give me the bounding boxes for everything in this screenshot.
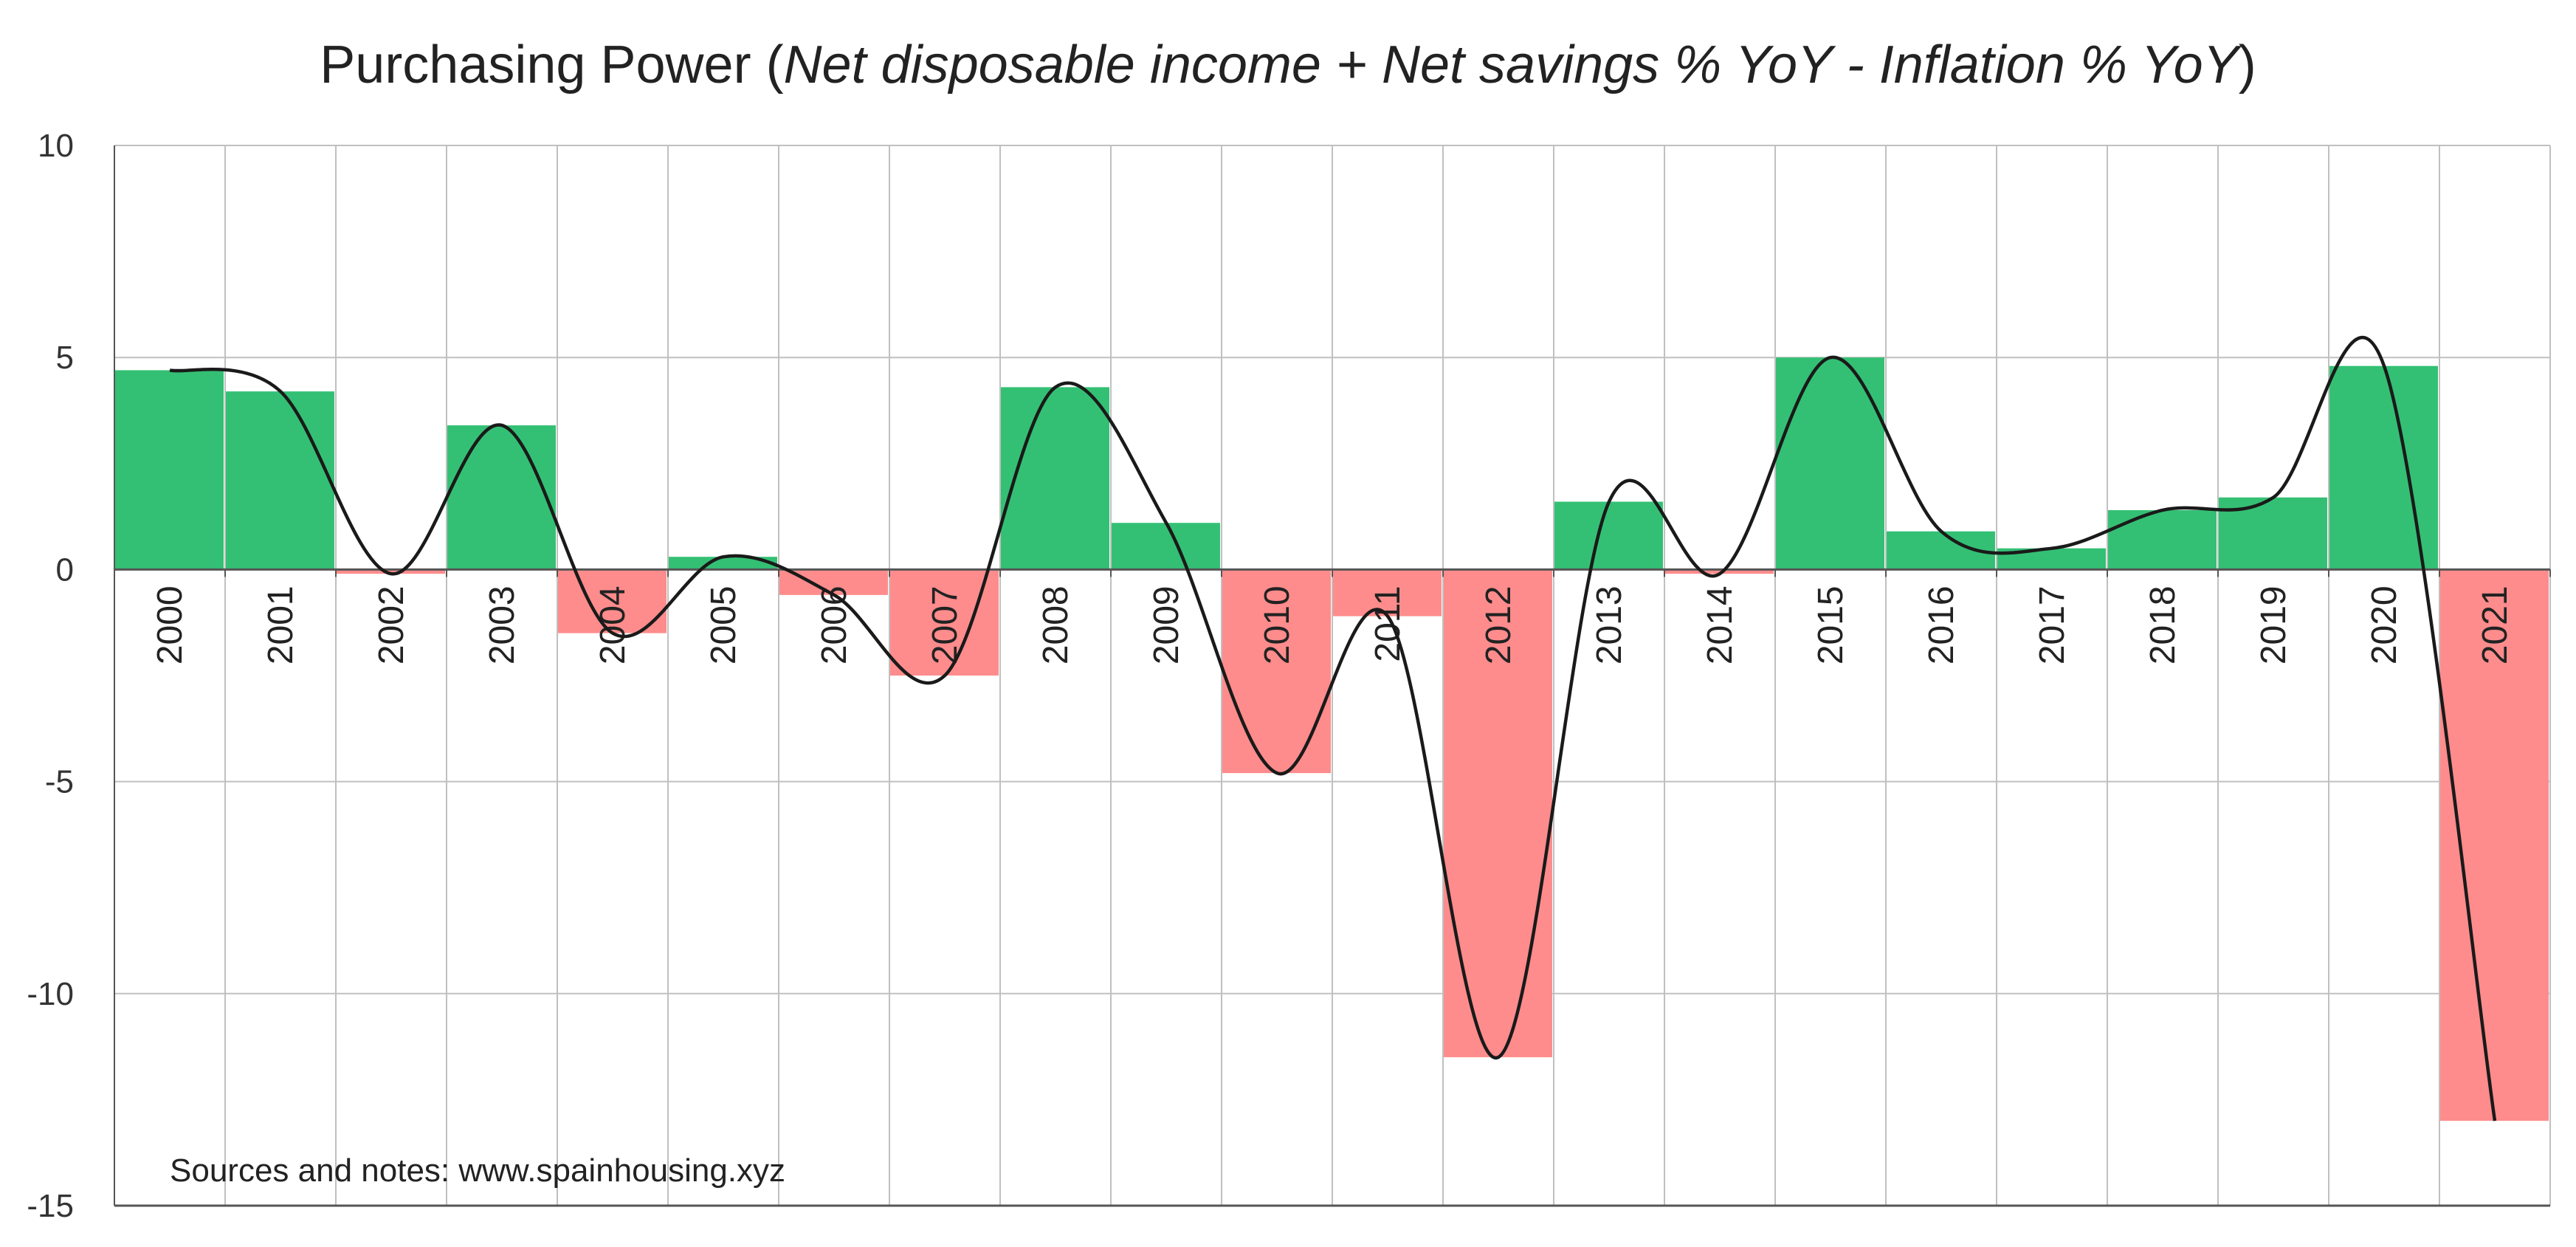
x-tick-label: 2008 [1036, 585, 1075, 664]
x-tick-label: 2005 [704, 585, 743, 664]
x-tick-label: 2002 [372, 585, 411, 664]
source-note: Sources and notes: www.spainhousing.xyz [170, 1152, 785, 1189]
x-tick-label: 2000 [151, 585, 190, 664]
bar [1554, 501, 1663, 570]
bar [669, 557, 777, 570]
x-tick-label: 2015 [1811, 585, 1850, 664]
x-tick-label: 2009 [1147, 585, 1186, 664]
x-tick-label: 2021 [2476, 585, 2515, 664]
bar [337, 569, 445, 574]
x-tick-label: 2013 [1590, 585, 1629, 664]
x-tick-label: 2010 [1258, 585, 1297, 664]
x-tick-label: 2004 [593, 585, 633, 664]
bar [1112, 523, 1220, 570]
chart-title: Purchasing Power (Net disposable income … [320, 35, 2256, 95]
bar [1665, 569, 1774, 574]
x-tick-label: 2019 [2254, 585, 2293, 664]
x-tick-label: 2016 [1922, 585, 1961, 664]
x-tick-label: 2017 [2033, 585, 2072, 664]
bar [1444, 569, 1552, 1057]
line-layer [169, 336, 2497, 1121]
bar [558, 569, 667, 633]
y-tick-label: -15 [27, 1188, 74, 1224]
chart-title-italic: Net disposable income + Net savings % Yo… [784, 35, 2242, 95]
bar [115, 370, 224, 570]
chart-title-close: ) [2239, 35, 2256, 95]
label-layer: -15 -10 -5 0 5 10 2000 2001 2002 2003 2004 2005 2006… [27, 128, 2515, 1224]
y-tick-label: 5 [56, 340, 74, 376]
x-tick-label: 2001 [261, 585, 300, 664]
x-tick-label: 2003 [483, 585, 522, 664]
bar [2440, 569, 2549, 1121]
x-tick-label: 2018 [2143, 585, 2183, 664]
y-tick-label: 10 [38, 128, 74, 164]
grid-layer [114, 145, 2551, 1206]
bar [1001, 387, 1109, 570]
bar [1333, 569, 1442, 616]
bar [226, 391, 334, 570]
y-tick-label: 0 [56, 552, 74, 588]
smoothed-trend-line [169, 336, 2497, 1121]
bar [2108, 509, 2217, 570]
x-tick-label: 2006 [815, 585, 854, 664]
bar [1776, 357, 1884, 570]
y-tick-label: -10 [27, 976, 74, 1012]
bar [1222, 569, 1331, 774]
axis-layer [114, 145, 2551, 1207]
x-tick-label: 2012 [1479, 585, 1518, 664]
bar [890, 569, 999, 676]
chart-title-main: Purchasing Power ( [320, 35, 783, 95]
bar [2329, 365, 2438, 570]
x-tick-label: 2020 [2365, 585, 2404, 664]
x-tick-label: 2014 [1701, 585, 1740, 664]
bar [447, 425, 556, 570]
y-tick-label: -5 [45, 764, 74, 800]
